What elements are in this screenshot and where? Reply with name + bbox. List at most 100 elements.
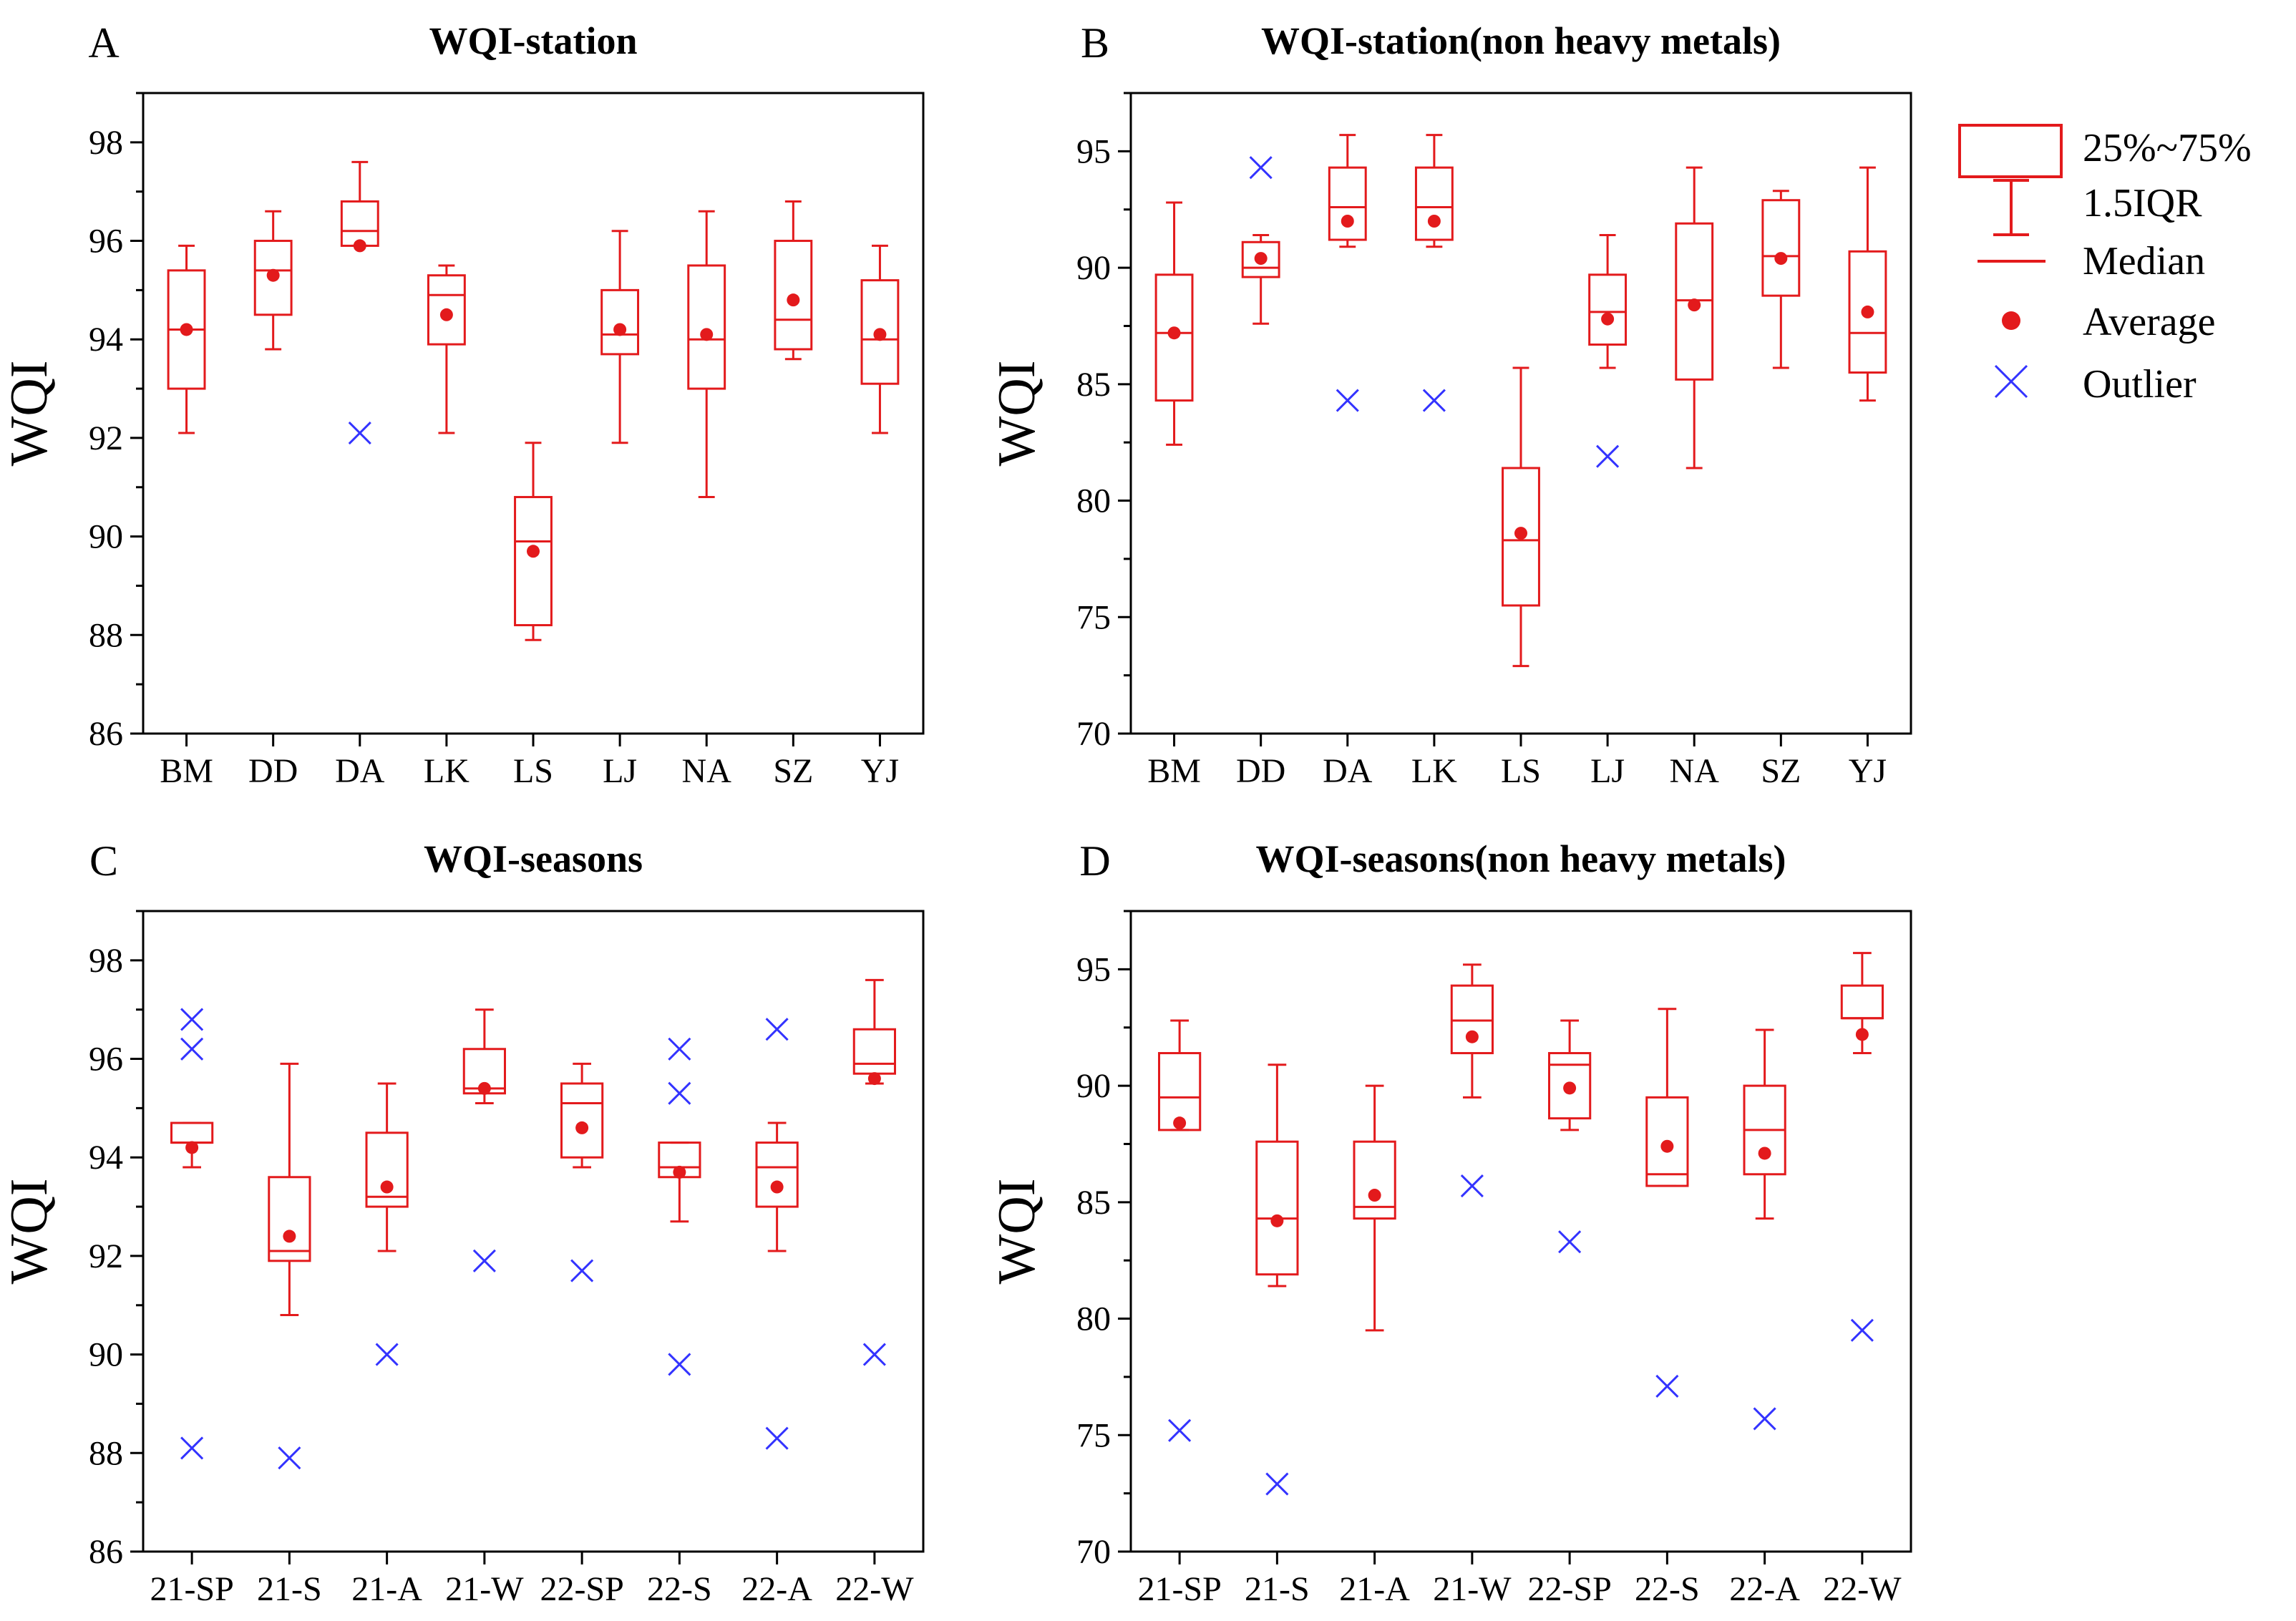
mean-marker [353,239,366,253]
iqr-box [1154,273,1194,402]
panel-letter: B [1081,19,1109,67]
iqr-box [560,1082,604,1159]
box-DA [340,160,379,445]
legend-box-swatch [1958,124,2063,178]
mean-marker [266,268,280,282]
box-YJ [1848,166,1887,402]
mean-marker [527,545,540,558]
mean-marker [1465,1030,1479,1043]
y-tick-label: 95 [1076,950,1111,988]
mean-marker [1368,1189,1381,1202]
y-tick-label: 88 [89,616,123,654]
mean-marker [1254,252,1268,266]
mean-marker [1688,298,1701,312]
mean-marker [1855,1028,1869,1041]
box-21-S [268,1062,311,1470]
mean-marker [1514,527,1527,540]
box-22-A [755,1018,799,1450]
x-tick-label: LK [1411,752,1457,790]
y-tick-label: 86 [89,1533,123,1571]
iqr-box [755,1141,799,1208]
y-axis-label: WQI [0,1179,59,1285]
iqr-box [1675,222,1714,381]
y-tick-label: 92 [89,419,123,457]
iqr-box [1848,250,1887,374]
mean-marker [477,1081,491,1095]
iqr-box [860,279,900,385]
legend-outlier-swatch [1994,364,2028,399]
box-22-S [1645,1008,1689,1398]
box-21-W [1450,963,1494,1198]
y-tick-label: 92 [89,1237,123,1275]
x-tick-label: 21-A [351,1570,422,1608]
outlier-marker [472,1249,496,1272]
iqr-box [600,288,640,356]
iqr-box [253,240,293,316]
legend: 25%~75% 1.5IQR Median Average Outlier [1958,124,2252,407]
mean-marker [575,1121,589,1134]
y-axis-label: WQI [0,361,59,467]
y-tick-label: 85 [1076,366,1111,404]
iqr-box [170,1121,214,1144]
box-LJ [600,230,640,444]
iqr-box [687,264,726,390]
x-tick-label: LS [513,752,553,790]
panel-a: A WQI-station 86 88 90 92 94 96 98 WQI BM DD DA LK LS L… [0,19,925,790]
outlier-marker [180,1008,204,1031]
y-axis-label: WQI [988,1179,1046,1285]
outlier-marker [765,1426,789,1450]
iqr-box [1588,273,1628,346]
mean-marker [439,308,453,321]
y-tick-label: 98 [89,124,123,162]
legend-label: 1.5IQR [2083,181,2202,225]
iqr-box [1353,1140,1396,1220]
y-tick-label: 96 [89,223,123,261]
box-LK [427,264,466,434]
mean-marker [1427,215,1441,228]
mean-marker [1563,1081,1577,1095]
outlier-marker [1753,1407,1776,1431]
box-LS [514,442,553,641]
box-BM [1154,201,1194,446]
box-22-W [1840,952,1884,1342]
panel-title: WQI-station(non heavy metals) [1261,19,1781,62]
x-tick-label: 21-W [1433,1570,1512,1608]
outlier-marker [1336,389,1359,412]
iqr-box [1328,166,1367,241]
x-tick-label: LK [424,752,470,790]
outlier-marker [278,1446,301,1470]
iqr-box [427,274,466,346]
box-SZ [1761,190,1801,369]
outlier-marker [1460,1174,1484,1198]
legend-label: Median [2083,239,2205,283]
box-21-SP [170,1008,214,1460]
mean-marker [613,323,627,336]
y-tick-label: 85 [1076,1184,1111,1222]
box-22-W [852,978,896,1366]
box-21-S [1255,1063,1299,1496]
outlier-marker [668,1037,691,1061]
mean-marker [1758,1147,1771,1160]
y-tick-label: 94 [89,321,123,359]
x-tick-label: 21-SP [150,1570,233,1608]
box-22-A [1743,1028,1786,1431]
box-21-A [365,1082,409,1366]
y-tick-label: 98 [89,942,123,980]
box-22-SP [1548,1019,1592,1254]
legend-label: Outlier [2083,362,2197,407]
iqr-box [1450,984,1494,1055]
plot-frame [1129,910,1912,1553]
iqr-box [514,496,553,627]
x-tick-label: DA [1323,752,1373,790]
x-tick-label: 21-SP [1137,1570,1221,1608]
x-tick-label: NA [1670,752,1720,790]
panel-title: WQI-station [429,19,637,62]
x-tick-label: DA [335,752,385,790]
box-LK [1414,134,1454,412]
mean-marker [873,328,887,341]
outlier-marker [1596,444,1620,468]
x-tick-label: BM [160,752,213,790]
iqr-box [268,1176,311,1262]
y-tick-label: 86 [89,715,123,753]
